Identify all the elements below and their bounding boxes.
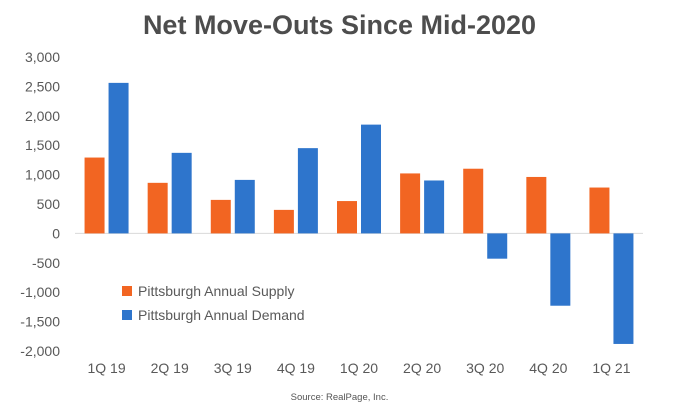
chart-title: Net Move-Outs Since Mid-2020 [142,10,537,40]
bar-supply-2 [210,199,231,234]
y-tick-label: -500 [32,255,60,271]
y-tick-label: -2,000 [20,343,60,359]
bar-demand-8 [613,233,634,344]
bar-demand-0 [108,82,129,234]
y-tick-label: 0 [52,225,60,241]
x-tick-label: 2Q 19 [151,360,189,376]
bar-demand-7 [550,233,571,306]
x-tick-label: 3Q 20 [466,360,504,376]
y-tick-label: 2,000 [25,108,60,124]
bar-demand-3 [297,148,318,234]
y-tick-label: 3,000 [25,49,60,65]
bar-demand-6 [487,233,508,259]
y-tick-label: 2,500 [25,78,60,94]
legend-swatch [122,286,132,296]
bar-demand-5 [424,180,445,234]
bar-supply-1 [147,182,168,234]
x-tick-label: 3Q 19 [214,360,252,376]
legend-swatch [122,310,132,320]
y-tick-label: -1,500 [20,314,60,330]
bar-supply-0 [84,157,105,234]
x-tick-label: 4Q 20 [529,360,567,376]
y-tick-label: 1,500 [25,137,60,153]
y-tick-label: 1,000 [25,167,60,183]
x-tick-label: 1Q 20 [340,360,378,376]
y-tick-label: 500 [37,196,61,212]
x-tick-label: 1Q 19 [87,360,125,376]
bar-supply-3 [273,209,294,234]
x-tick-label: 2Q 20 [403,360,441,376]
bar-supply-8 [589,187,610,234]
legend-label: Pittsburgh Annual Demand [138,307,305,323]
x-tick-label: 1Q 21 [592,360,630,376]
bar-supply-5 [400,173,421,234]
bar-supply-4 [337,201,357,234]
bar-supply-7 [526,176,547,234]
bar-supply-6 [463,168,484,234]
legend-label: Pittsburgh Annual Supply [138,283,294,299]
x-tick-label: 4Q 19 [277,360,315,376]
bar-demand-1 [171,152,192,234]
bar-demand-2 [234,179,255,234]
bar-demand-4 [361,124,381,234]
y-tick-label: -1,000 [20,284,60,300]
source-note: Source: RealPage, Inc. [290,392,389,403]
